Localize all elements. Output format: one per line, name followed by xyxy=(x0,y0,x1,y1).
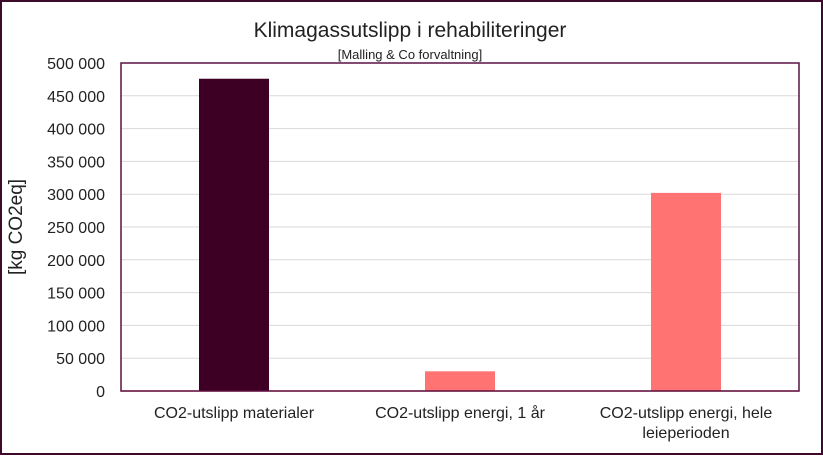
y-tick-label: 150 000 xyxy=(47,286,105,303)
y-tick-label: 450 000 xyxy=(47,89,105,106)
y-axis-label: [kg CO2eq] xyxy=(6,179,27,275)
x-tick-label: CO2-utslipp energi, 1 år xyxy=(375,404,546,422)
y-tick-label: 50 000 xyxy=(56,351,105,368)
y-tick-label: 100 000 xyxy=(47,318,105,335)
bar xyxy=(199,78,269,391)
chart-title: Klimagassutslipp i rehabiliteringer xyxy=(254,19,567,42)
bars xyxy=(199,78,721,391)
y-tick-label: 300 000 xyxy=(47,187,105,204)
chart-subtitle: [Malling & Co forvaltning] xyxy=(338,47,483,62)
y-tick-label: 250 000 xyxy=(47,220,105,237)
x-tick-label: CO2-utslipp energi, hele xyxy=(600,405,773,422)
y-tick-labels: 0 50 000 100 000 150 000 200 000 250 000 300 0… xyxy=(47,56,105,401)
y-tick-label: 400 000 xyxy=(47,122,105,139)
y-tick-label: 350 000 xyxy=(47,154,105,171)
y-tick-label: 0 xyxy=(96,384,105,401)
bar xyxy=(651,192,721,391)
x-tick-label: CO2-utslipp materialer xyxy=(154,405,315,422)
x-tick-label: leieperioden xyxy=(642,425,729,442)
plot-area-frame xyxy=(120,62,800,392)
x-tick-labels: CO2-utslipp materialer CO2-utslipp energi… xyxy=(154,404,772,442)
y-tick-label: 200 000 xyxy=(47,253,105,270)
y-tick-label: 500 000 xyxy=(47,56,105,73)
bar xyxy=(425,371,495,391)
